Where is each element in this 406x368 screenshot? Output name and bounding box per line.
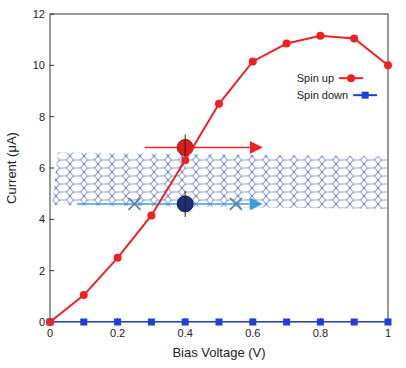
series-marker [216, 319, 223, 326]
chart-svg: 0 2 4 6 8 10 12 0 0.2 0.4 0.6 0.8 1 Bias Voltage (V) C… [0, 0, 406, 368]
legend: Spin up Spin down [297, 72, 377, 101]
x-tick-label: 1 [385, 327, 391, 339]
y-tick-label: 10 [33, 59, 45, 71]
x-tick-label: 0.2 [110, 327, 125, 339]
graphene-sheet [52, 153, 388, 209]
series-marker [351, 319, 358, 326]
series-line [50, 36, 388, 322]
y-tick [50, 14, 54, 15]
y-tick-label: 8 [39, 111, 45, 123]
inset-illustration [52, 134, 388, 216]
data-lines [50, 36, 388, 322]
series-marker [384, 61, 392, 69]
series-marker [148, 319, 155, 326]
series-marker [147, 211, 155, 219]
x-tick-label: 0 [47, 327, 53, 339]
legend-marker [347, 74, 355, 82]
x-tick-label: 0.6 [245, 327, 260, 339]
series-marker [316, 32, 324, 40]
series-marker [385, 319, 392, 326]
series-marker [80, 319, 87, 326]
series-marker [215, 100, 223, 108]
series-marker [317, 319, 324, 326]
series-marker [249, 319, 256, 326]
series-marker [249, 57, 257, 65]
series-marker [283, 319, 290, 326]
y-tick-label: 4 [39, 213, 45, 225]
x-axis-title: Bias Voltage (V) [172, 345, 265, 360]
legend-label: Spin up [297, 72, 334, 84]
data-markers [46, 32, 392, 326]
spin-axis [185, 191, 186, 217]
series-marker [350, 34, 358, 42]
y-tick-label: 2 [39, 265, 45, 277]
x-tick-label: 0.4 [178, 327, 193, 339]
x-tick-label: 0.8 [313, 327, 328, 339]
y-tick-label: 6 [39, 162, 45, 174]
blocked-cross [129, 198, 141, 210]
y-tick [50, 116, 54, 117]
series-marker [182, 319, 189, 326]
series-marker [46, 318, 54, 326]
series-marker [80, 291, 88, 299]
y-axis-title: Current (μA) [4, 132, 19, 204]
y-tick [50, 270, 54, 271]
legend-label: Spin down [297, 89, 348, 101]
blocked-cross [230, 198, 242, 210]
series-marker [283, 40, 291, 48]
series-marker [114, 254, 122, 262]
chart-container: 0 2 4 6 8 10 12 0 0.2 0.4 0.6 0.8 1 Bias Voltage (V) C… [0, 0, 406, 368]
series-marker [47, 319, 54, 326]
series-marker [114, 319, 121, 326]
y-tick [50, 219, 54, 220]
y-tick-label: 0 [39, 316, 45, 328]
legend-marker [362, 92, 369, 99]
spin-up-arrow [145, 147, 260, 149]
spin-down-arrow [77, 203, 260, 205]
series-marker [181, 156, 189, 164]
y-tick [50, 65, 54, 66]
y-tick-label: 12 [33, 8, 45, 20]
y-tick [50, 168, 54, 169]
